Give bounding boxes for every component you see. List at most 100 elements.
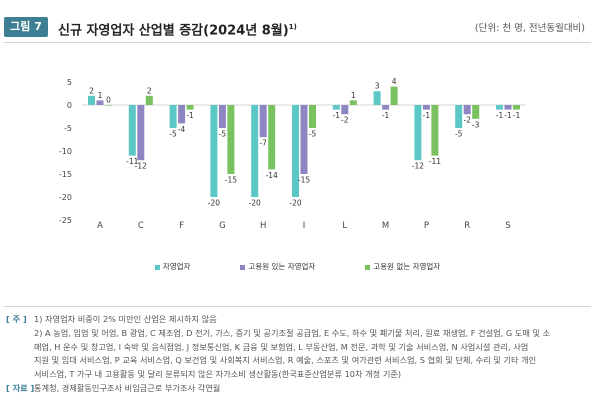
note-2: 2) A 농업, 임업 및 어업, B 광업, C 제조업, D 전기, 가스,…: [6, 327, 586, 382]
bar: [300, 105, 308, 174]
note-2-line: 지원 및 임대 서비스업, P 교육 서비스업, Q 보건업 및 사회복지 서비…: [34, 355, 537, 366]
data-label: -5: [455, 130, 463, 139]
bar: [268, 105, 276, 170]
x-tick-label: H: [260, 221, 266, 231]
bar: [390, 86, 398, 105]
data-label: -14: [266, 171, 278, 180]
bar: [513, 105, 520, 110]
bar: [96, 100, 104, 105]
x-tick-label: C: [138, 221, 144, 231]
legend-item: 고용원 있는 자영업자: [240, 261, 315, 272]
bar: [210, 105, 218, 197]
note-1: 1) 자영업자 비중이 2% 미만인 산업은 제시하지 않음: [34, 314, 217, 324]
data-label: -20: [249, 199, 261, 208]
bar: [218, 105, 226, 128]
legend-label: 자영업자: [162, 262, 191, 271]
data-label: -3: [472, 120, 480, 129]
bar: [472, 105, 480, 119]
data-label: -11: [429, 157, 441, 166]
figure-title: 신규 자영업자 산업별 증감(2024년 8월)1): [58, 17, 297, 41]
data-label: -12: [412, 162, 424, 171]
source-tag: [ 자료 ]: [6, 382, 35, 393]
bar: [251, 105, 259, 197]
x-tick-label: S: [505, 221, 510, 231]
footer-divider: [4, 306, 591, 307]
data-label: -1: [186, 111, 194, 120]
bar: [292, 105, 299, 197]
x-tick-label: R: [464, 221, 470, 231]
y-tick-label: 5: [67, 78, 72, 87]
bar: [332, 105, 340, 110]
y-tick-label: -15: [59, 170, 72, 179]
bar: [88, 95, 95, 105]
figure-title-text: 신규 자영업자 산업별 증감(2024년 8월): [58, 23, 289, 39]
x-tick-label: I: [303, 221, 306, 231]
x-tick-label: F: [179, 221, 184, 231]
legend-item: 고용원 없는 자영업자: [365, 261, 440, 272]
data-label: -11: [126, 157, 138, 166]
bar: [309, 105, 316, 128]
bar: [414, 105, 422, 161]
data-label: -2: [463, 116, 471, 125]
data-label: -5: [219, 130, 227, 139]
bar: [105, 105, 112, 106]
bar: [431, 105, 439, 156]
bar: [145, 95, 153, 105]
legend-swatch: [154, 264, 160, 270]
data-label: -1: [513, 111, 521, 120]
note-2-line: 매업, H 운수 및 창고업, I 숙박 및 음식점업, J 정보통신업, K …: [34, 341, 529, 352]
data-label: 4: [392, 77, 397, 86]
note-1-row: [ 주 ] 1) 자영업자 비중이 2% 미만인 산업은 제시하지 않음: [6, 313, 586, 327]
notes-section: [ 주 ] 1) 자영업자 비중이 2% 미만인 산업은 제시하지 않음 2) …: [6, 313, 586, 396]
data-label: -15: [225, 176, 237, 185]
data-label: -2: [341, 116, 349, 125]
data-label: 1: [98, 91, 103, 100]
data-label: -1: [496, 111, 504, 120]
data-label: -15: [298, 176, 310, 185]
bar-chart: 50-5-10-15-20-25210A-11-122C-5-4-1F-20-5…: [59, 77, 525, 231]
figure-header: 그림 7 신규 자영업자 산업별 증감(2024년 8월)1) (단위: 천 명…: [0, 0, 595, 42]
source-row: [ 자료 ] 통계청, 경제활동인구조사 비임금근로 부가조사 각연월: [6, 382, 586, 396]
data-label: -5: [309, 130, 317, 139]
legend-label: 고용원 없는 자영업자: [373, 262, 441, 271]
data-label: 0: [106, 96, 111, 105]
legend-swatch: [240, 264, 246, 270]
x-tick-label: G: [219, 221, 226, 231]
data-label: -1: [333, 111, 341, 120]
bar: [227, 105, 235, 174]
header-divider: [4, 42, 591, 43]
x-tick-label: M: [382, 221, 389, 231]
data-label: -1: [382, 111, 390, 120]
bar: [128, 105, 136, 156]
source-text: 통계청, 경제활동인구조사 비임금근로 부가조사 각연월: [34, 382, 221, 393]
note-tag: [ 주 ]: [6, 314, 27, 324]
bar: [169, 105, 177, 128]
legend-item: 자영업자: [154, 261, 191, 272]
data-label: -20: [208, 199, 220, 208]
data-label: -5: [169, 130, 177, 139]
bar: [178, 105, 186, 124]
bar: [373, 91, 381, 105]
bar: [349, 100, 357, 105]
note-2-line: 서비스업, T 가구 내 고용활동 및 달리 분류되지 않은 자가소비 생산활동…: [34, 369, 402, 380]
figure-title-footnote-mark: 1): [288, 23, 297, 31]
bar: [496, 105, 503, 110]
bar: [341, 105, 349, 115]
data-label: -7: [259, 139, 267, 148]
figure-number-badge: 그림 7: [4, 17, 48, 37]
data-label: -20: [289, 199, 301, 208]
data-label: 1: [351, 91, 356, 100]
chart-legend: 자영업자 고용원 있는 자영업자 고용원 없는 자영업자: [0, 261, 595, 275]
bar: [382, 105, 390, 110]
data-label: 2: [89, 86, 94, 95]
y-tick-label: -10: [59, 147, 72, 156]
legend-label: 고용원 있는 자영업자: [248, 262, 316, 271]
x-tick-label: A: [97, 221, 103, 231]
y-tick-label: -5: [64, 124, 72, 133]
data-label: 2: [147, 86, 152, 95]
x-tick-label: P: [424, 221, 429, 231]
y-tick-label: 0: [67, 101, 72, 110]
bar: [455, 105, 463, 128]
note-2-line: 2) A 농업, 임업 및 어업, B 광업, C 제조업, D 전기, 가스,…: [34, 327, 551, 338]
bar: [504, 105, 512, 110]
